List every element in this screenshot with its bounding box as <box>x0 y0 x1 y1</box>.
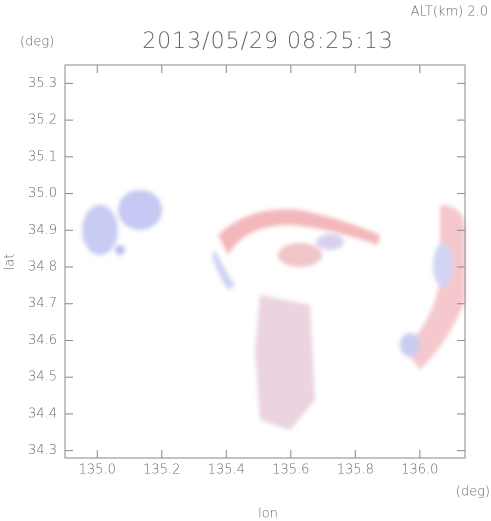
x-tick-label: 135.4 <box>208 463 245 478</box>
y-tick-label: 35.1 <box>28 149 57 164</box>
y-tick-label: 34.6 <box>28 333 57 348</box>
x-tick-label: 136.0 <box>401 463 438 478</box>
annotation: ALT(km) 2.0 <box>411 5 488 20</box>
x-tick-label: 135.6 <box>272 463 309 478</box>
y-tick-label: 35.0 <box>28 186 57 201</box>
x-tick-label: 135.8 <box>337 463 374 478</box>
y-tick-label: 34.4 <box>28 406 57 421</box>
echo-field <box>82 190 465 430</box>
x-tick-label: 135.0 <box>79 463 116 478</box>
y-tick-label: 35.3 <box>28 76 57 91</box>
plot-frame <box>64 64 466 459</box>
y-tick-label: 34.8 <box>28 260 57 275</box>
x-label: lon <box>258 507 278 521</box>
y-tick-label: 34.7 <box>28 296 57 311</box>
chart-title: 2013/05/29 08:25:13 <box>142 29 394 54</box>
y-label: lat <box>3 254 18 271</box>
y-tick-label: 35.2 <box>28 113 57 128</box>
y-tick-label: 34.3 <box>28 443 57 458</box>
y-unit: (deg) <box>20 35 54 50</box>
x-unit: (deg) <box>456 485 490 500</box>
y-tick-label: 34.5 <box>28 370 57 385</box>
y-tick-label: 34.9 <box>28 223 57 238</box>
x-tick-label: 135.2 <box>143 463 180 478</box>
